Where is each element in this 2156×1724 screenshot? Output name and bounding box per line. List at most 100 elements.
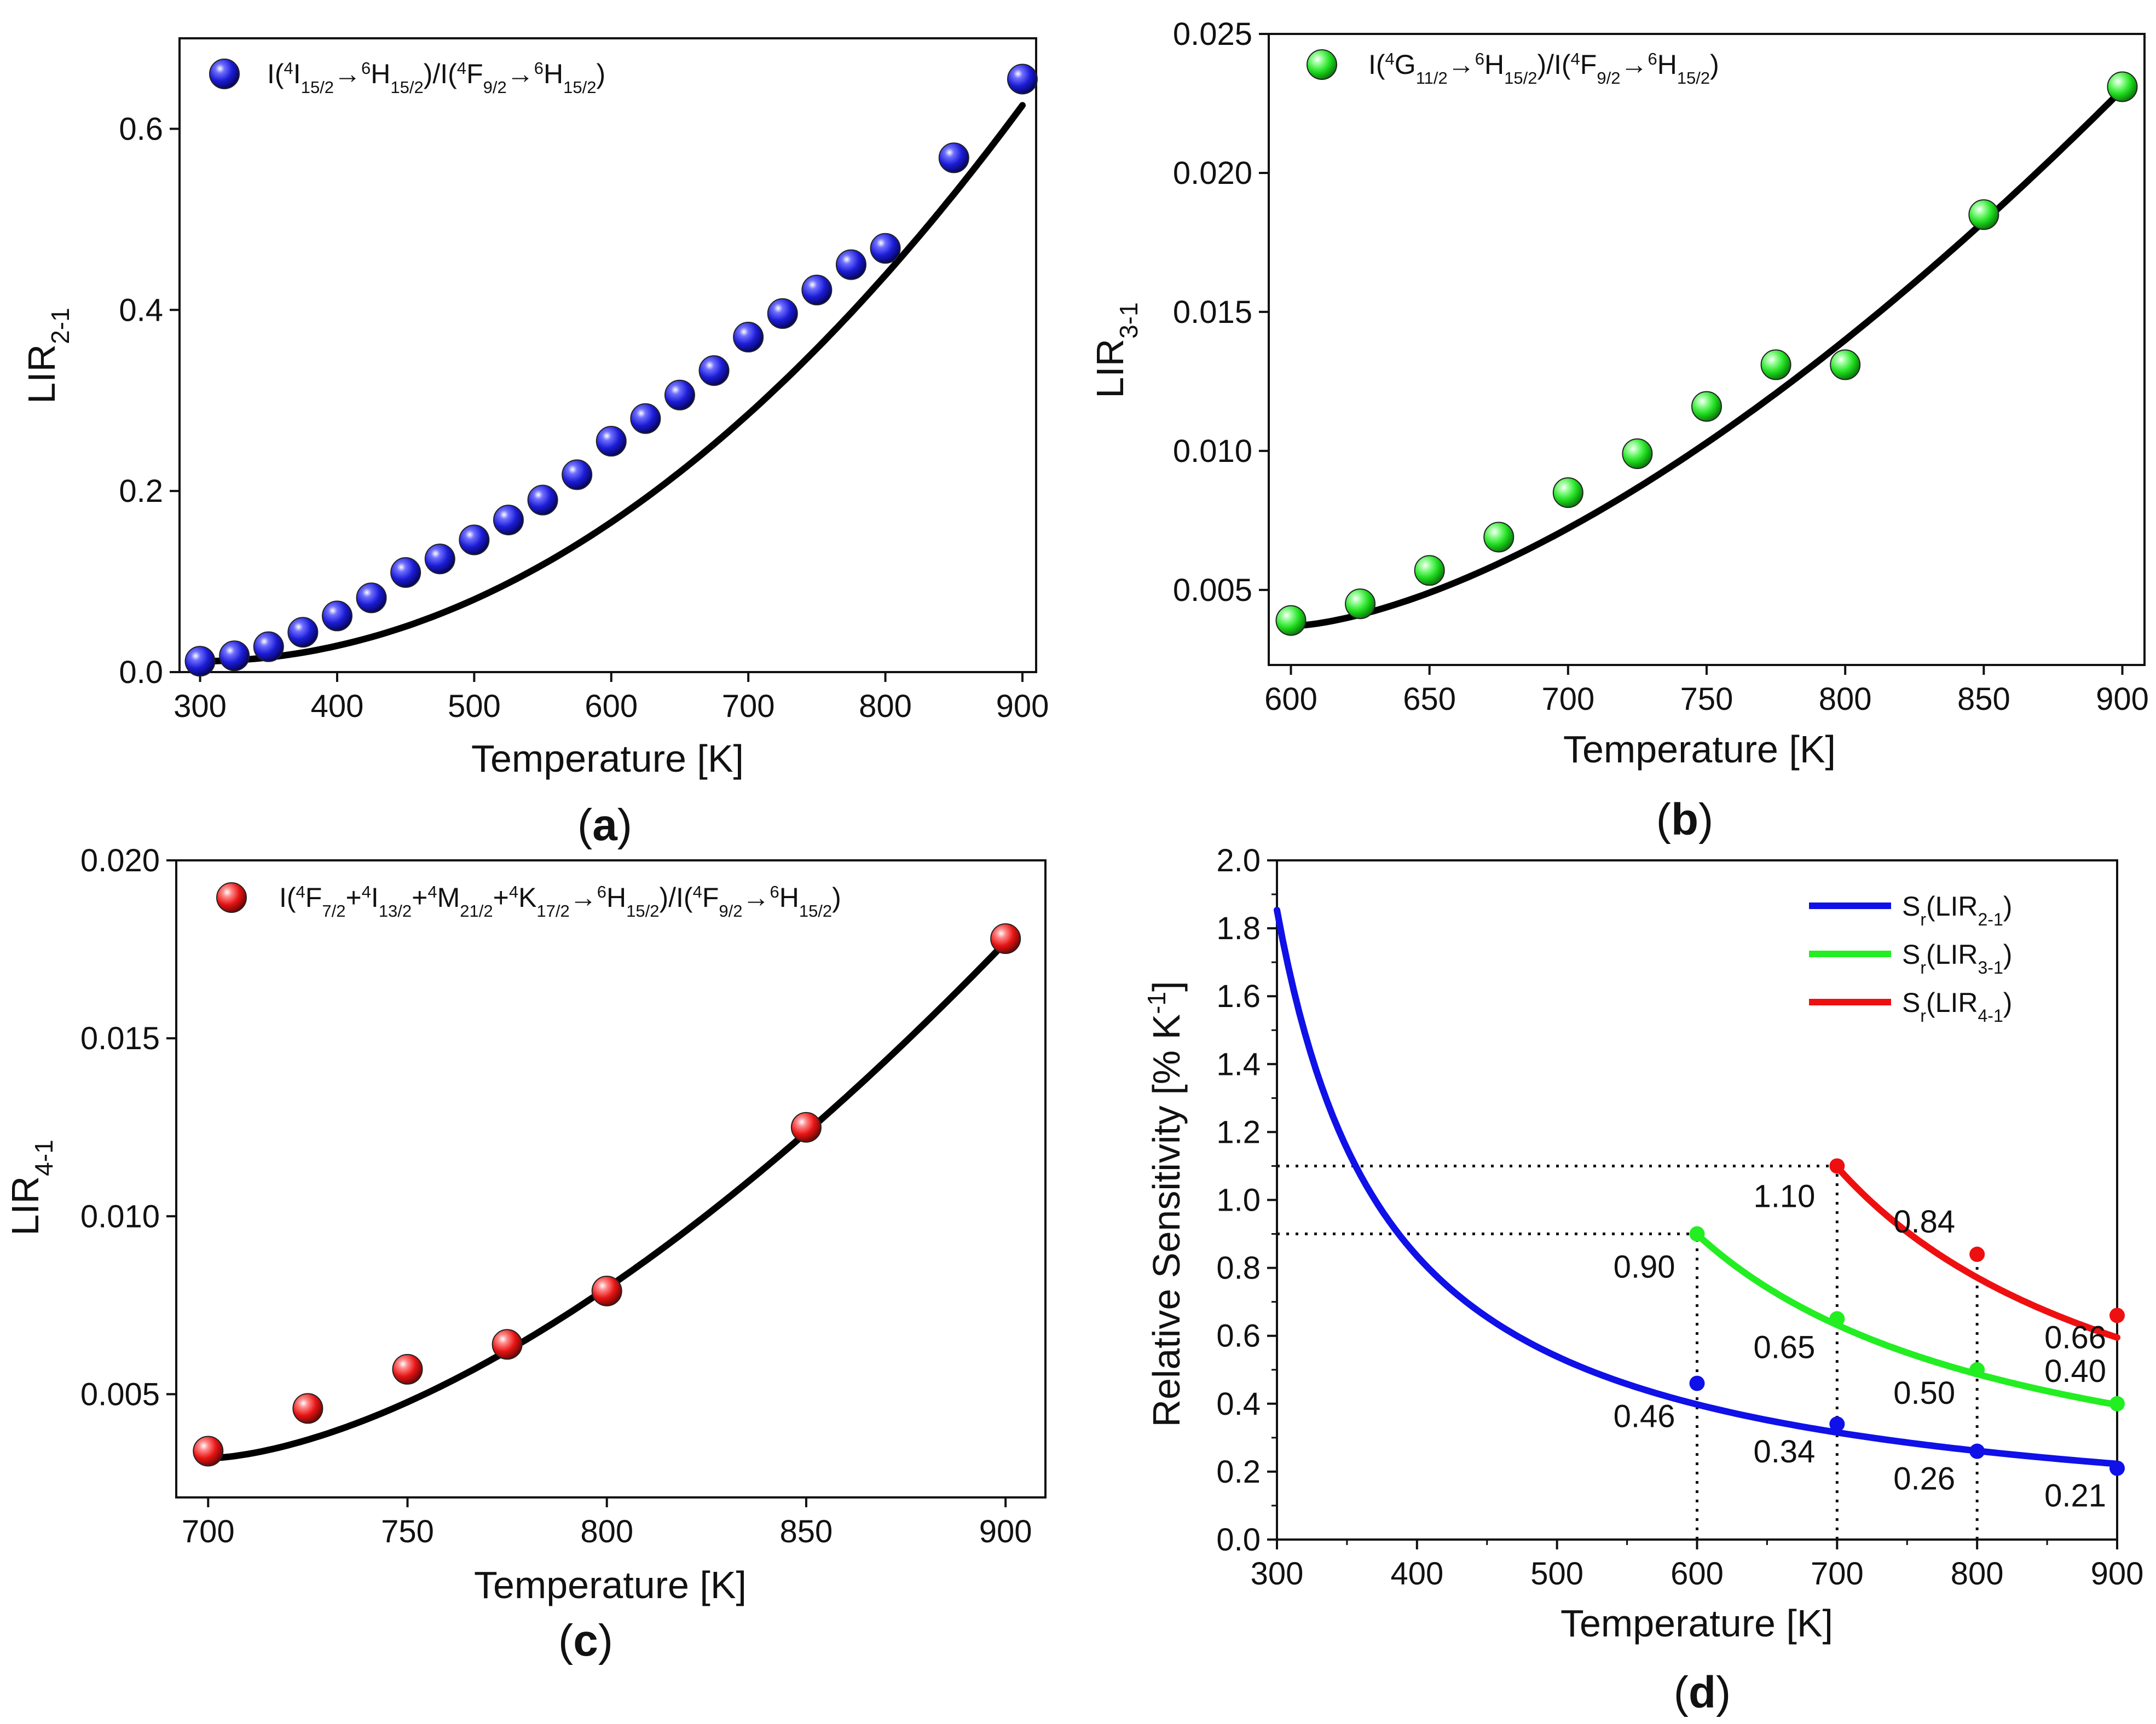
data-point: [835, 249, 866, 280]
legend-label-part: 11/2: [1416, 68, 1448, 88]
panel-label-part: (: [1674, 1668, 1689, 1717]
data-point: [193, 1436, 224, 1467]
y-tick-label: 0.2: [119, 473, 163, 509]
x-tick-label: 700: [722, 689, 775, 724]
y-tick-label: 2.0: [1216, 843, 1261, 878]
data-point: [1483, 522, 1515, 553]
sensitivity-value-label: 0.21: [2044, 1478, 2106, 1514]
legend-label-part: F: [702, 882, 719, 913]
panel-label-part: ): [1716, 1668, 1731, 1717]
x-tick-label: 600: [1671, 1556, 1724, 1592]
legend-label-part: +: [493, 882, 509, 913]
fit-curve: [196, 102, 1026, 665]
legend-label-part: 4: [509, 882, 518, 901]
legend-label-part: F: [1580, 49, 1597, 80]
panel-label-part: ): [598, 1616, 613, 1665]
x-tick-label: 650: [1403, 681, 1456, 717]
legend-label-part: 7/2: [322, 901, 345, 921]
data-point: [356, 582, 387, 614]
sensitivity-marker: [1969, 1443, 1985, 1459]
legend-label-part: H: [1484, 49, 1504, 80]
x-tick-label: 750: [381, 1514, 434, 1549]
legend-label-part: ): [1710, 49, 1719, 80]
data-point: [459, 524, 490, 556]
data-point: [698, 355, 730, 386]
sensitivity-value-label: 0.40: [2044, 1353, 2106, 1389]
legend-label-part: 4: [693, 882, 702, 901]
panel-label-part: c: [573, 1616, 598, 1665]
legend-label-part: I(: [267, 59, 284, 89]
data-point: [390, 557, 421, 588]
panel-c: 700 750 800 850 900 0.005 0.010 0.015 0.020 Tempe…: [4, 843, 1047, 1665]
panel-label-part: (: [558, 1616, 573, 1665]
legend-label-part: 15/2: [1504, 68, 1537, 88]
legend-label-part: 9/2: [719, 901, 742, 921]
legend-label-part: 4: [1385, 49, 1395, 68]
panel-label-part: b: [1671, 795, 1698, 844]
legend-label-part: S: [1902, 987, 1920, 1018]
data-point: [591, 1275, 622, 1306]
legend-label-part: 4: [427, 882, 437, 901]
x-tick-label: 900: [996, 689, 1049, 724]
legend-marker: [209, 59, 240, 89]
data-point: [870, 233, 901, 264]
data-point: [392, 1353, 423, 1385]
legend-label-part: +: [345, 882, 361, 913]
sensitivity-marker: [2109, 1460, 2125, 1476]
x-tick-label: 300: [174, 689, 227, 724]
x-tick-label: 500: [448, 689, 501, 724]
data-point: [1007, 63, 1038, 95]
y-tick-label: 0.6: [1216, 1318, 1261, 1354]
data-point: [1414, 555, 1445, 586]
data-point: [2107, 71, 2138, 102]
x-tick-label: 400: [1390, 1556, 1443, 1592]
x-tick-label: 700: [1811, 1556, 1864, 1592]
x-tick-label: 850: [780, 1514, 833, 1549]
data-point: [1345, 588, 1376, 620]
legend-label-part: 4: [296, 882, 305, 901]
panel-label: (c): [558, 1616, 613, 1665]
sensitivity-marker: [1969, 1362, 1985, 1378]
panel-label-part: (: [1656, 795, 1671, 844]
y-tick-label: 1.4: [1216, 1046, 1261, 1082]
panel-label-part: d: [1689, 1668, 1716, 1717]
y-tick-label: 1.2: [1216, 1114, 1261, 1150]
sensitivity-value-label: 0.26: [1893, 1461, 1955, 1497]
y-tick-label: 1.6: [1216, 979, 1261, 1014]
y-tick-label: 0.005: [80, 1376, 160, 1412]
legend-label-part: S: [1902, 939, 1920, 970]
legend-label-part: H: [1657, 49, 1677, 80]
x-axis-title: Temperature [K]: [474, 1564, 747, 1606]
legend-marker: [1307, 49, 1337, 80]
y-tick-label: 0.005: [1173, 572, 1252, 608]
data-point: [1552, 477, 1583, 508]
legend-label: I(4G11/2→6H15/2)/I(4F9/2→6H15/2): [1368, 49, 1719, 88]
data-point: [767, 298, 798, 329]
sensitivity-value-label: 1.10: [1753, 1178, 1815, 1214]
legend-label-part: 2-1: [1978, 910, 2003, 929]
data-point: [562, 459, 593, 490]
panel-label: (a): [577, 800, 632, 850]
legend-label-part: 17/2: [536, 901, 569, 921]
y-tick-label: 0.020: [80, 843, 160, 878]
sensitivity-marker: [2109, 1396, 2125, 1411]
data-point: [1968, 199, 1999, 230]
panel-d: 300 400 500 600 700 800 900 0.0 0.2 0.4 0.6 0.8 1.0 1…: [1142, 843, 2143, 1717]
legend-label-part: →: [1620, 49, 1648, 80]
legend-label: Sr(LIR3-1): [1902, 939, 2012, 977]
x-tick-label: 900: [979, 1514, 1032, 1549]
legend-label-part: )/I(: [424, 59, 457, 89]
legend-label-part: )/I(: [659, 882, 692, 913]
x-axis-title: Temperature [K]: [471, 737, 744, 780]
x-tick-label: 850: [1957, 681, 2010, 717]
legend-label-part: K: [518, 882, 536, 913]
legend-label-part: +: [412, 882, 427, 913]
x-tick-label: 600: [585, 689, 638, 724]
data-point: [938, 142, 969, 173]
y-tick-label: 0.010: [1173, 433, 1252, 469]
legend-label-part: 4: [284, 59, 293, 78]
legend-label-part: 15/2: [390, 78, 423, 97]
data-point: [184, 646, 216, 677]
y-tick-label: 0.020: [1173, 155, 1252, 191]
sensitivity-marker: [1969, 1246, 1985, 1262]
